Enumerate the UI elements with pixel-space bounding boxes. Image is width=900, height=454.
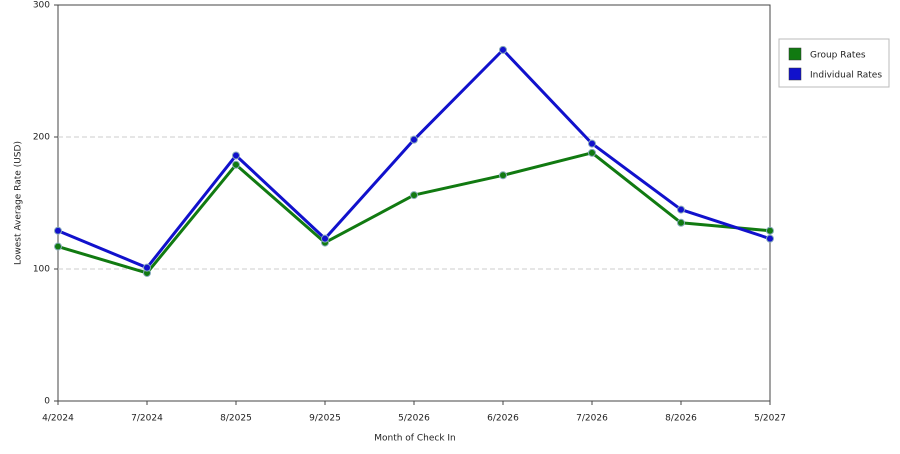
- x-tick-label: 7/2026: [576, 414, 608, 424]
- x-tick-label: 8/2025: [220, 414, 252, 424]
- x-tick-label: 6/2026: [487, 414, 519, 424]
- data-point: [143, 263, 151, 272]
- legend-label: Group Rates: [810, 51, 866, 61]
- data-point: [677, 218, 685, 227]
- x-axis-label: Month of Check In: [374, 434, 456, 444]
- data-point: [232, 151, 240, 160]
- x-tick-label: 5/2026: [398, 414, 430, 424]
- data-point: [499, 45, 507, 54]
- x-tick-label: 5/2027: [754, 414, 786, 424]
- data-point: [677, 205, 685, 214]
- data-point: [321, 234, 329, 243]
- x-tick-label: 4/2024: [42, 414, 74, 424]
- data-point: [232, 160, 240, 169]
- data-point: [766, 234, 774, 243]
- y-tick-label: 100: [33, 265, 50, 275]
- y-tick-label: 0: [44, 397, 50, 407]
- y-tick-label: 300: [33, 1, 50, 11]
- data-point: [410, 191, 418, 200]
- series-line: [57, 151, 771, 275]
- legend-label: Individual Rates: [810, 71, 882, 81]
- data-point: [588, 148, 596, 157]
- plot-frame: [57, 4, 771, 402]
- data-point: [54, 226, 62, 235]
- series-line: [57, 48, 771, 270]
- data-point: [54, 242, 62, 251]
- x-tick-label: 7/2024: [131, 414, 163, 424]
- legend-swatch: [788, 67, 802, 81]
- y-tick-label: 200: [33, 133, 50, 143]
- legend-swatch: [788, 47, 802, 61]
- x-tick-label: 8/2026: [665, 414, 697, 424]
- data-point: [766, 226, 774, 235]
- data-point: [588, 139, 596, 148]
- x-tick-label: 9/2025: [309, 414, 341, 424]
- data-point: [499, 171, 507, 180]
- data-point: [410, 135, 418, 144]
- y-axis-label: Lowest Average Rate (USD): [14, 141, 24, 265]
